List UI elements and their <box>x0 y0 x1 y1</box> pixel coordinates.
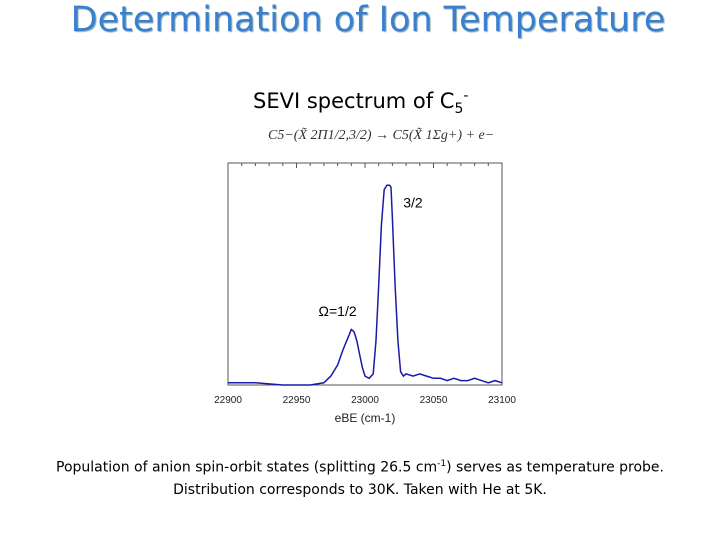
x-tick-label: 23050 <box>420 395 448 406</box>
spectrum-line <box>228 184 503 386</box>
reaction-equation: C5−(X̃ 2Π1/2,3/2) → C5(X̃ 1Σg+) + e− <box>268 128 495 143</box>
x-tick-label: 22950 <box>283 395 311 406</box>
x-tick-label: 22900 <box>214 395 242 406</box>
subtitle-text: SEVI spectrum of C <box>253 89 455 113</box>
subtitle-sub: 5 <box>454 101 464 118</box>
x-tick-label: 23000 <box>351 395 379 406</box>
caption: Population of anion spin-orbit states (s… <box>40 453 680 501</box>
peak-annotation: Ω=1/2 <box>319 303 357 319</box>
peak-annotation: 3/2 <box>403 194 423 210</box>
x-tick-label: 23100 <box>488 395 516 406</box>
caption-part1: Population of anion spin-orbit states (s… <box>56 459 438 476</box>
caption-sup: -1 <box>437 459 447 469</box>
plot-frame <box>227 162 503 386</box>
slide-title: Determination of Ion Temperature <box>70 0 666 40</box>
slide-subtitle: SEVI spectrum of C5- <box>253 88 468 117</box>
x-axis-label: eBE (cm-1) <box>335 411 396 425</box>
caption-part2: ) serves as temperature probe. Distribut… <box>173 459 664 498</box>
subtitle-sup: - <box>463 88 469 104</box>
